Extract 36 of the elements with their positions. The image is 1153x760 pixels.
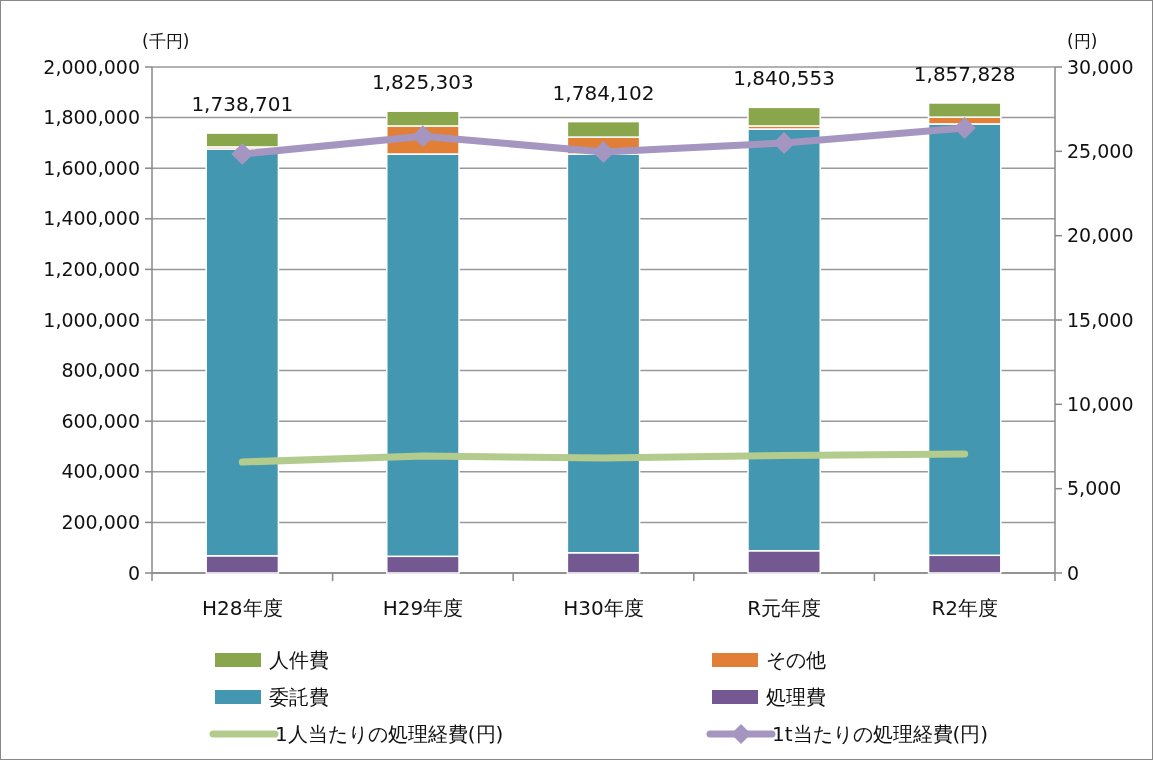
- legend-label: その他: [766, 648, 826, 672]
- y-tick-label: 0: [127, 561, 140, 584]
- y-tick-label: 1,400,000: [43, 207, 140, 230]
- total-label: 1,857,828: [913, 61, 1016, 86]
- legend-label: 1t当たりの処理経費(円): [772, 722, 989, 746]
- y2-tick-label: 30,000: [1067, 55, 1134, 78]
- legend-label: 1人当たりの処理経費(円): [275, 722, 504, 746]
- y2-tick-label: 15,000: [1067, 308, 1134, 331]
- x-tick-label: H30年度: [563, 596, 644, 620]
- total-label: 1,825,303: [372, 70, 474, 95]
- total-label: 1,840,553: [733, 66, 835, 91]
- legend-label: 処理費: [766, 685, 826, 709]
- x-tick-label: R元年度: [747, 596, 822, 620]
- legend-label: 人件費: [269, 648, 329, 672]
- y-tick-label: 800,000: [61, 359, 140, 382]
- x-tick-label: H29年度: [382, 596, 464, 620]
- y-tick-label: 1,000,000: [43, 308, 140, 331]
- x-tick-label: H28年度: [202, 596, 283, 620]
- y2-tick-label: 25,000: [1067, 139, 1134, 162]
- y2-tick-label: 0: [1067, 561, 1080, 584]
- y2-tick-label: 20,000: [1067, 224, 1134, 247]
- y-tick-label: 400,000: [61, 460, 140, 483]
- y2-tick-label: 10,000: [1067, 392, 1134, 415]
- y-tick-label: 1,200,000: [43, 258, 140, 281]
- y-axis-title: (千円): [142, 31, 190, 51]
- y2-tick-label: 5,000: [1067, 477, 1122, 500]
- y-tick-label: 1,600,000: [43, 156, 140, 179]
- total-label: 1,784,102: [552, 80, 655, 105]
- x-tick-label: R2年度: [931, 596, 999, 620]
- y-tick-label: 200,000: [61, 511, 140, 534]
- total-label: 1,738,701: [191, 92, 294, 117]
- y2-axis-title: (円): [1067, 31, 1098, 51]
- y-tick-label: 600,000: [61, 409, 140, 432]
- y-tick-label: 2,000,000: [43, 55, 140, 78]
- y-tick-label: 1,800,000: [43, 106, 140, 129]
- legend-label: 委託費: [269, 685, 329, 709]
